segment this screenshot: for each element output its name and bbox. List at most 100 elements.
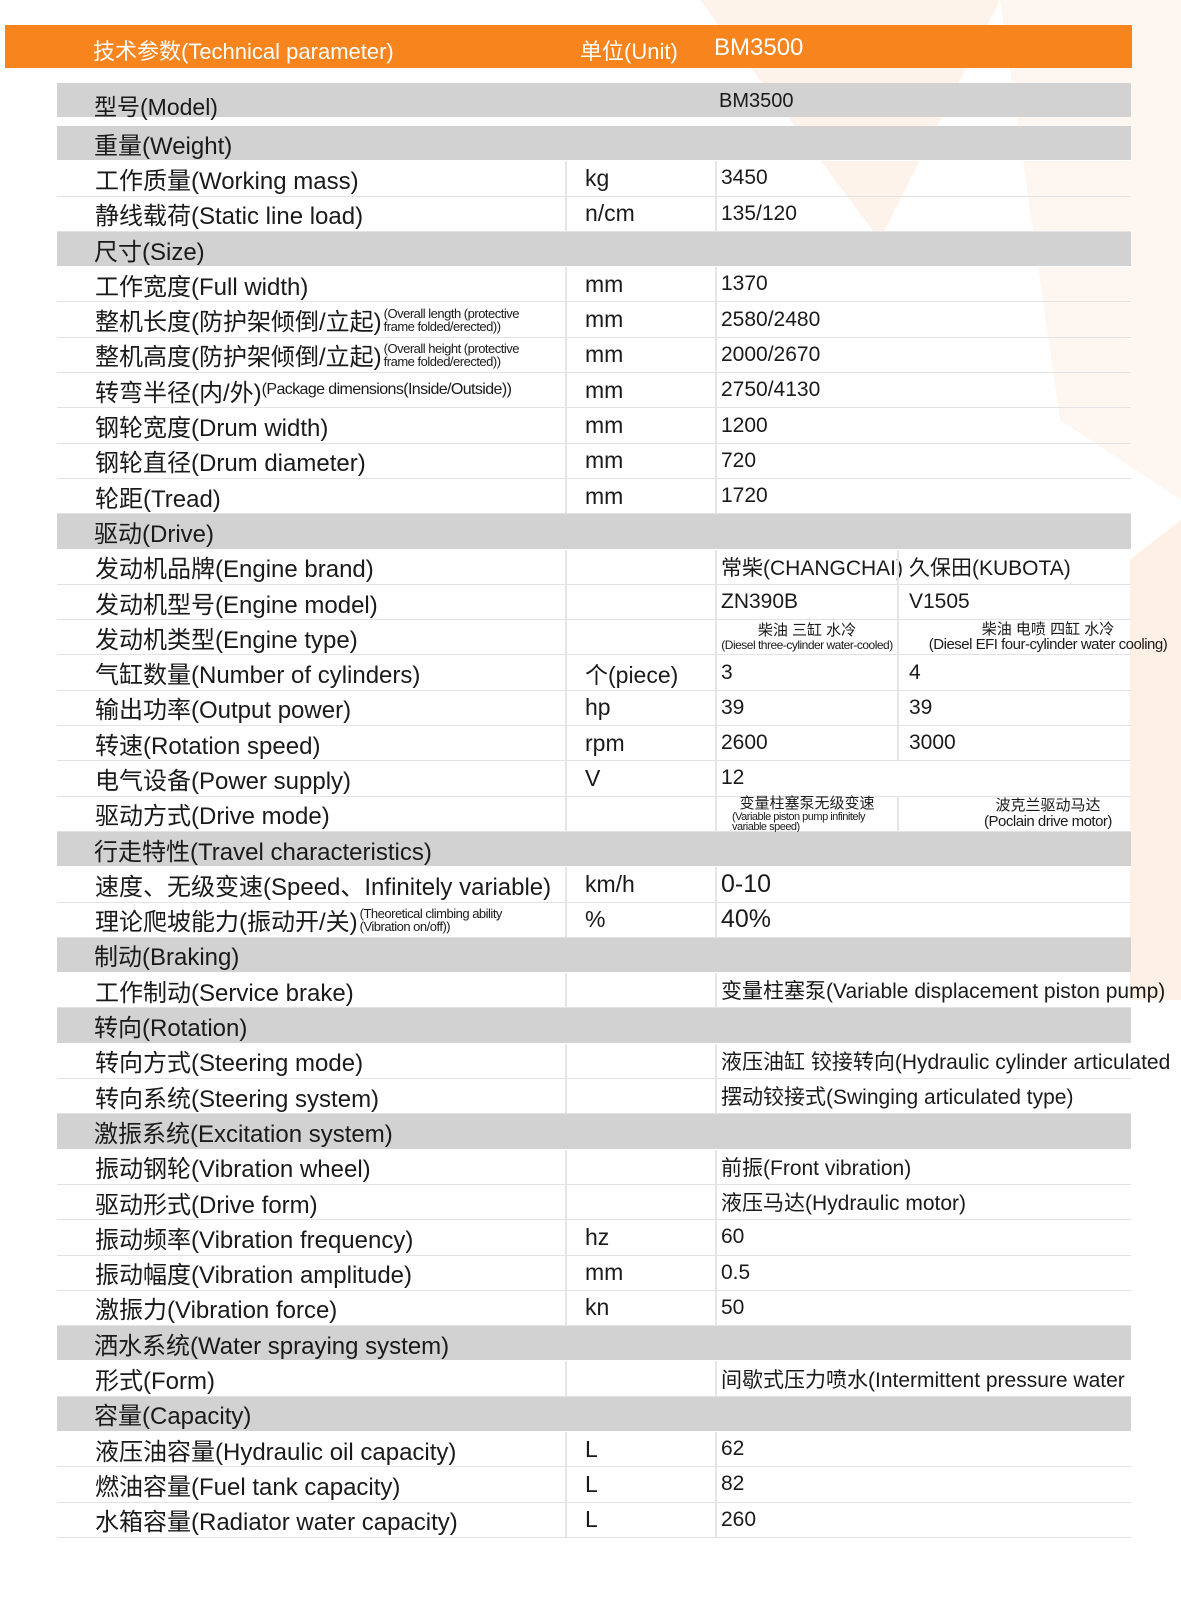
label-text: 液压油容量(Hydraulic oil capacity) [95, 1438, 457, 1466]
label-text: 洒水系统(Water spraying system) [94, 1332, 450, 1360]
row-label: 静线载荷(Static line load) [57, 197, 565, 231]
table-row: 理论爬坡能力(振动开/关) (Theoretical climbing abili… [57, 902, 1131, 938]
row-label: 行走特性(Travel characteristics) [57, 832, 565, 866]
row-label: 振动钢轮(Vibration wheel) [57, 1150, 565, 1184]
label-text: 转向(Rotation) [94, 1015, 248, 1043]
table-row: 整机长度(防护架倾倒/立起) (Overall length (protectiv… [57, 302, 1131, 338]
label-text: 发动机类型(Engine type) [95, 626, 358, 654]
row-label: 工作质量(Working mass) [57, 161, 565, 195]
value-cell: 12 [715, 761, 1131, 796]
unit-cell: mm [565, 337, 715, 373]
table-row: 静线载荷(Static line load) n/cm 135/120 [57, 196, 1131, 232]
unit-cell: rpm [565, 726, 715, 761]
value-cell: 前振(Front vibration) [715, 1149, 1131, 1184]
section-row: 激振系统(Excitation system) [57, 1114, 1131, 1150]
section-row: 驱动(Drive) [57, 514, 1131, 550]
label-text: 整机高度(防护架倾倒/立起) [95, 344, 382, 372]
unit-cell [565, 1184, 715, 1220]
label-text: 转向系统(Steering system) [95, 1085, 380, 1113]
value-cell: 变量柱塞泵无级变速 (Variable piston pump infinitel… [715, 794, 897, 833]
value-cell: 1370 [715, 267, 1131, 302]
table-row: 发动机品牌(Engine brand) 常柴(CHANGCHAI) 久保田(KUBO… [57, 549, 1131, 585]
unit-cell [565, 549, 715, 584]
unit-cell [565, 796, 715, 831]
unit-cell: L [565, 1502, 715, 1537]
row-label: 气缸数量(Number of cylinders) [57, 655, 565, 689]
row-label: 水箱容量(Radiator water capacity) [57, 1503, 565, 1537]
value-en: (Variable piston pump infinitely variabl… [732, 810, 865, 833]
value-cell: ZN390B [715, 584, 897, 620]
row-label: 发动机品牌(Engine brand) [57, 550, 565, 584]
section-row: 转向(Rotation) [57, 1008, 1131, 1044]
unit-cell: % [565, 902, 715, 937]
value-en: (Poclain drive motor) [984, 812, 1112, 830]
unit-cell [565, 1079, 715, 1114]
unit-cell: 个(piece) [565, 655, 715, 690]
table-row: 整机高度(防护架倾倒/立起) (Overall height (protectiv… [57, 337, 1131, 374]
value-cell: 3450 [715, 161, 1131, 196]
row-label: 转向(Rotation) [57, 1008, 565, 1042]
value-cell: 62 [715, 1431, 1131, 1467]
table-row: 转向系统(Steering system) 摆动铰接式(Swinging arti… [57, 1079, 1131, 1115]
table-row: 发动机类型(Engine type) 柴油 三缸 水冷 (Diesel three-… [57, 620, 1168, 656]
label-text: 电气设备(Power supply) [95, 768, 352, 795]
table-row: 转速(Rotation speed) rpm 2600 3000 [57, 726, 1131, 762]
value-cell: 720 [715, 443, 1131, 478]
row-label: 电气设备(Power supply) [57, 761, 565, 795]
section-row: 行走特性(Travel characteristics) [57, 831, 1131, 868]
label-text: 静线载荷(Static line load) [95, 203, 364, 231]
value-cell: 1200 [715, 408, 1131, 443]
row-label: 重量(Weight) [57, 126, 565, 160]
label-text: 输出功率(Output power) [95, 697, 352, 725]
value-cell: 135/120 [715, 196, 1131, 231]
value-cell: 82 [715, 1467, 1131, 1502]
label-text: 行走特性(Travel characteristics) [94, 838, 432, 866]
value-cell: 40% [715, 902, 1131, 937]
row-label: 振动幅度(Vibration amplitude) [57, 1256, 565, 1290]
unit-cell [565, 1361, 715, 1396]
section-row: 容量(Capacity) [57, 1396, 1131, 1432]
label-text: 整机长度(防护架倾倒/立起) [95, 309, 382, 337]
row-label: 发动机类型(Engine type) [57, 620, 565, 654]
table-row: 激振力(Vibration force) kn 50 [57, 1290, 1131, 1327]
row-label: 转向方式(Steering mode) [57, 1044, 565, 1078]
value-cell: 50 [715, 1290, 1131, 1326]
section-row: 重量(Weight) [57, 126, 1131, 162]
value-cn: 柴油 三缸 水冷 [757, 622, 857, 640]
table-row: 输出功率(Output power) hp 39 39 [57, 690, 1131, 727]
unit-cell: mm [565, 408, 715, 443]
value-cn: 变量柱塞泵无级变速 [739, 794, 875, 812]
label-text: 振动幅度(Vibration amplitude) [95, 1262, 413, 1290]
row-label: 激振力(Vibration force) [57, 1291, 565, 1325]
value-cell: 0-10 [715, 867, 1131, 902]
label-text: 钢轮宽度(Drum width) [95, 415, 329, 443]
table-row: 驱动方式(Drive mode) 变量柱塞泵无级变速 (Variable pisto… [57, 794, 1131, 833]
value-cell: 260 [715, 1502, 1131, 1537]
table-row: 水箱容量(Radiator water capacity) L 260 [57, 1502, 1131, 1538]
row-label: 发动机型号(Engine model) [57, 585, 565, 619]
table-row: 气缸数量(Number of cylinders) 个(piece) 3 4 [57, 655, 1131, 691]
table-row: 工作制动(Service brake) 变量柱塞泵(Variable displa… [57, 973, 1165, 1009]
row-label: 制动(Braking) [57, 938, 565, 972]
label-text: 形式(Form) [95, 1368, 215, 1396]
value-cell: 39 [715, 690, 897, 726]
value-cell: V1505 [897, 584, 1181, 620]
unit-cell: hp [565, 690, 715, 726]
value-en: (Diesel EFI four-cylinder water cooling) [928, 636, 1168, 654]
value-cell: 摆动铰接式(Swinging articulated type) [715, 1079, 1131, 1114]
label-note: (Theoretical climbing ability (Vibration… [359, 905, 503, 934]
value-cell: 2600 [715, 726, 897, 761]
value-cell: 4 [897, 655, 1181, 690]
row-label: 工作宽度(Full width) [57, 267, 565, 301]
table-row: 驱动形式(Drive form) 液压马达(Hydraulic motor) [57, 1184, 1131, 1221]
value-cell: 常柴(CHANGCHAI) [715, 549, 903, 584]
value-cell: 3000 [897, 726, 1181, 761]
label-text: 重量(Weight) [94, 132, 233, 160]
label-text: 气缸数量(Number of cylinders) [95, 662, 421, 690]
label-text: 工作质量(Working mass) [95, 167, 359, 195]
label-text: 激振系统(Excitation system) [94, 1120, 393, 1148]
value-cell: 2750/4130 [715, 373, 1131, 408]
label-text: 理论爬坡能力(振动开/关) [95, 909, 358, 937]
unit-cell [565, 1149, 715, 1184]
label-text: 驱动形式(Drive form) [95, 1191, 318, 1219]
